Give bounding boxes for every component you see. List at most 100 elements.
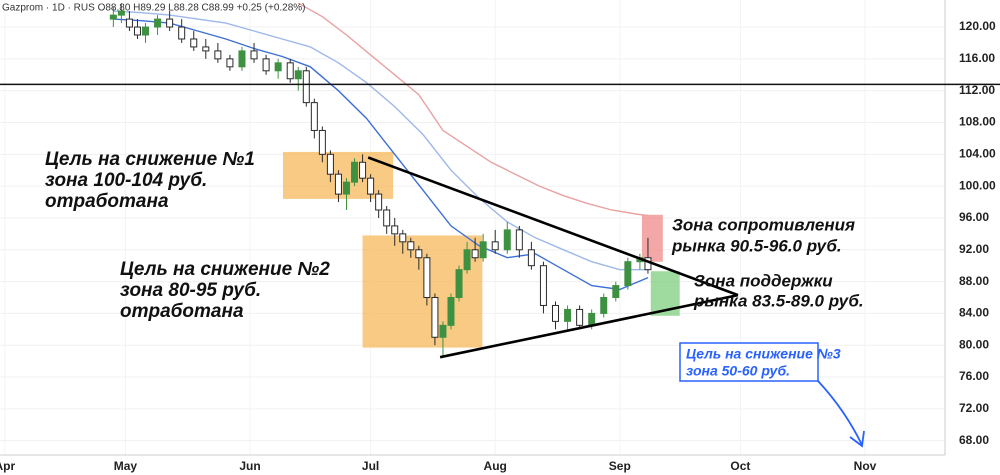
y-tick-label: 72.00 [959,401,989,415]
candle-body [564,308,572,322]
y-tick-label: 88.00 [959,274,989,288]
annotation: Зона поддержки [694,271,833,290]
candle-body [117,10,125,16]
candle-body [515,229,523,251]
annotation: зона 50-60 руб. [686,363,790,379]
annotation: рынка 90.5-96.0 руб. [671,236,842,255]
candle-body [214,50,222,60]
trend-line [439,293,739,359]
annotation: Цель на снижение №2 [120,259,330,280]
annotation: рынка 83.5-89.0 руб. [693,291,864,310]
candle-body [471,249,479,259]
candle-body [351,161,359,183]
candle-body [624,261,632,287]
candle-body [226,58,234,68]
annotation: зона 100-104 руб. [45,170,207,191]
candle-body [539,265,547,306]
y-tick-label: 100.00 [959,178,996,192]
y-tick-label: 76.00 [959,369,989,383]
candle-body [310,102,318,131]
y-tick-label: 120.00 [959,19,996,33]
candle-body [455,269,463,298]
candle-body [318,129,326,155]
candle-body [202,46,210,52]
arrow-head [849,430,865,448]
candle-body [238,50,246,68]
candle-body [447,297,455,326]
candle-body [552,304,560,322]
zone [641,214,663,262]
moving-average [113,10,648,271]
candle-body [367,177,375,195]
candle-body [612,285,620,298]
candle-body [423,257,431,298]
trend-line [367,156,739,297]
candle-body [576,308,584,326]
candle-body [262,58,270,72]
candle-body [383,209,391,227]
x-tick-label: Jul [362,459,379,473]
chart-title: Gazprom · 1D · RUS O88.80 H89.29 L88.28 … [2,3,306,14]
candle-body [439,324,447,338]
candle-body [391,225,399,235]
candle-body [274,62,282,72]
candle-body [359,161,367,179]
candle-body [133,26,141,36]
y-tick-label: 116.00 [959,51,995,65]
candle-body [286,62,294,80]
candle-body [527,249,535,267]
annotation: Зона сопротивления [672,215,855,234]
candle-body [588,312,596,326]
candle-body [600,297,608,314]
x-tick-label: Oct [730,459,750,473]
candle-body [503,229,511,251]
candle-body [190,38,198,48]
y-tick-label: 112.00 [959,83,995,97]
moving-average [297,2,649,217]
candle-body [154,18,162,28]
y-tick-label: 84.00 [959,306,989,320]
candle-body [407,241,415,251]
candle-body [491,241,499,251]
x-tick-label: Jun [239,459,260,473]
annotation: зона 80-95 руб. [120,280,261,301]
candle-body [125,18,133,28]
moving-average [113,18,649,291]
y-tick-label: 104.00 [959,146,996,160]
candle-body [166,18,174,28]
marks [0,2,1000,359]
x-tick-label: Sep [609,459,631,473]
y-tick-label: 108.00 [959,115,996,129]
x-tick-label: Apr [0,459,15,473]
candle-body [375,193,383,211]
arrow [817,380,863,446]
candle-body [142,26,150,36]
candle-body [431,297,439,338]
annotation: Цель на снижение №1 [45,149,255,170]
y-tick-label: 92.00 [959,242,989,256]
x-tick-label: Nov [854,459,877,473]
annotations: Gazprom · 1D · RUS O88.80 H89.29 L88.28 … [2,3,865,448]
annotation: отработана [120,301,244,322]
x-tick-label: May [114,459,138,473]
y-tick-label: 80.00 [959,337,989,351]
candle-body [334,173,342,195]
callout-box [679,342,819,382]
y-tick-label: 68.00 [959,433,989,447]
candle-body [399,233,407,243]
annotation: отработана [45,191,169,212]
candle-body [109,14,117,20]
candle-body [302,70,310,104]
candle-body [342,181,350,195]
candle-body [178,26,186,40]
candle-body [294,70,302,80]
candle-body [415,249,423,259]
annotation: Цель на снижение №3 [686,346,841,362]
candle-body [250,50,258,60]
candle-body [479,241,487,259]
y-tick-label: 96.00 [959,210,989,224]
candle-body [326,153,334,175]
x-tick-label: Aug [484,459,507,473]
